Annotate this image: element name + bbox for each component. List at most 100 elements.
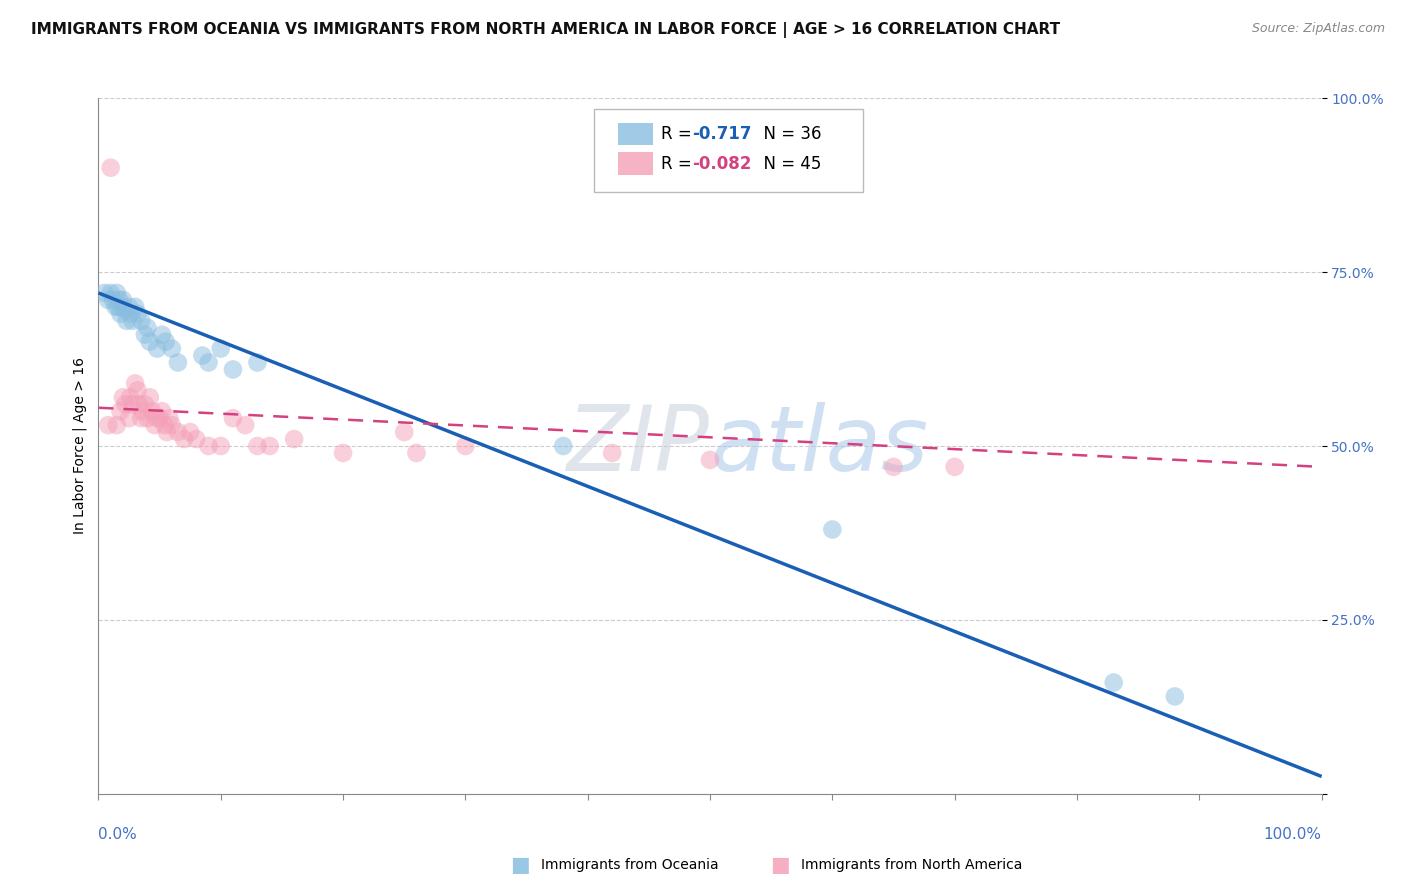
Point [129,411,152,425]
Point [332,446,354,460]
Point [127,384,149,398]
Y-axis label: In Labor Force | Age > 16: In Labor Force | Age > 16 [73,358,87,534]
Point [105,285,128,300]
Point [1164,690,1187,704]
Point [454,439,477,453]
Point [179,425,201,439]
Text: atlas: atlas [710,402,928,490]
Point [114,397,136,411]
Point [149,411,172,425]
Bar [619,153,652,175]
Point [139,390,162,404]
Point [118,411,141,425]
Point [233,418,256,433]
Point [150,327,173,342]
Text: Immigrants from North America: Immigrants from North America [801,858,1022,872]
Point [105,418,128,433]
Point [134,397,156,411]
Point [600,446,623,460]
Point [157,411,180,425]
Point [101,293,124,307]
Point [114,303,136,318]
Point [134,327,156,342]
Point [186,432,208,446]
Point [259,439,281,453]
Text: -0.082: -0.082 [692,154,751,172]
Point [107,300,129,314]
Point [146,342,169,356]
Point [209,439,232,453]
Point [120,390,142,404]
Point [173,432,195,446]
FancyBboxPatch shape [593,109,863,192]
Point [118,300,141,314]
Point [209,342,232,356]
Point [246,439,269,453]
Point [111,293,134,307]
Point [405,446,427,460]
Text: 100.0%: 100.0% [1264,827,1322,842]
Point [160,418,183,433]
Point [100,161,122,175]
Point [115,314,138,328]
Point [883,459,905,474]
Point [246,355,269,369]
Point [108,293,131,307]
Point [128,397,150,411]
Point [143,418,166,433]
Point [104,300,127,314]
Point [283,432,305,446]
Point [156,425,179,439]
Text: R =: R = [661,125,697,144]
Point [167,425,190,439]
Point [139,334,162,349]
Point [167,355,190,369]
Point [120,307,142,321]
Text: N = 36: N = 36 [752,125,821,144]
Point [153,418,176,433]
Text: IMMIGRANTS FROM OCEANIA VS IMMIGRANTS FROM NORTH AMERICA IN LABOR FORCE | AGE > : IMMIGRANTS FROM OCEANIA VS IMMIGRANTS FR… [31,22,1060,38]
Point [222,362,245,376]
Point [197,355,219,369]
Point [197,439,219,453]
Point [943,459,966,474]
Point [124,376,146,391]
Point [146,411,169,425]
Text: N = 45: N = 45 [752,154,821,172]
Point [136,411,159,425]
Text: ZIP: ZIP [567,402,710,490]
Point [124,300,146,314]
Point [121,397,143,411]
Text: Immigrants from Oceania: Immigrants from Oceania [541,858,718,872]
Point [1102,675,1125,690]
Point [392,425,416,439]
Point [97,293,120,307]
Point [222,411,245,425]
Point [191,349,214,363]
Point [141,404,163,418]
Point [110,404,132,418]
Point [111,390,134,404]
Point [97,418,120,433]
Text: ■: ■ [770,855,790,875]
Text: ■: ■ [510,855,530,875]
Point [821,523,844,537]
Point [155,334,177,349]
Text: -0.717: -0.717 [692,125,751,144]
Point [553,439,575,453]
Point [93,285,115,300]
Point [110,307,132,321]
Point [100,285,122,300]
Point [129,314,152,328]
Text: R =: R = [661,154,697,172]
Point [131,404,153,418]
Point [160,342,183,356]
Point [127,307,149,321]
Point [150,404,173,418]
Text: Source: ZipAtlas.com: Source: ZipAtlas.com [1251,22,1385,36]
Point [121,314,143,328]
Point [111,300,134,314]
Point [699,453,721,467]
Bar [619,123,652,145]
Point [136,320,159,334]
